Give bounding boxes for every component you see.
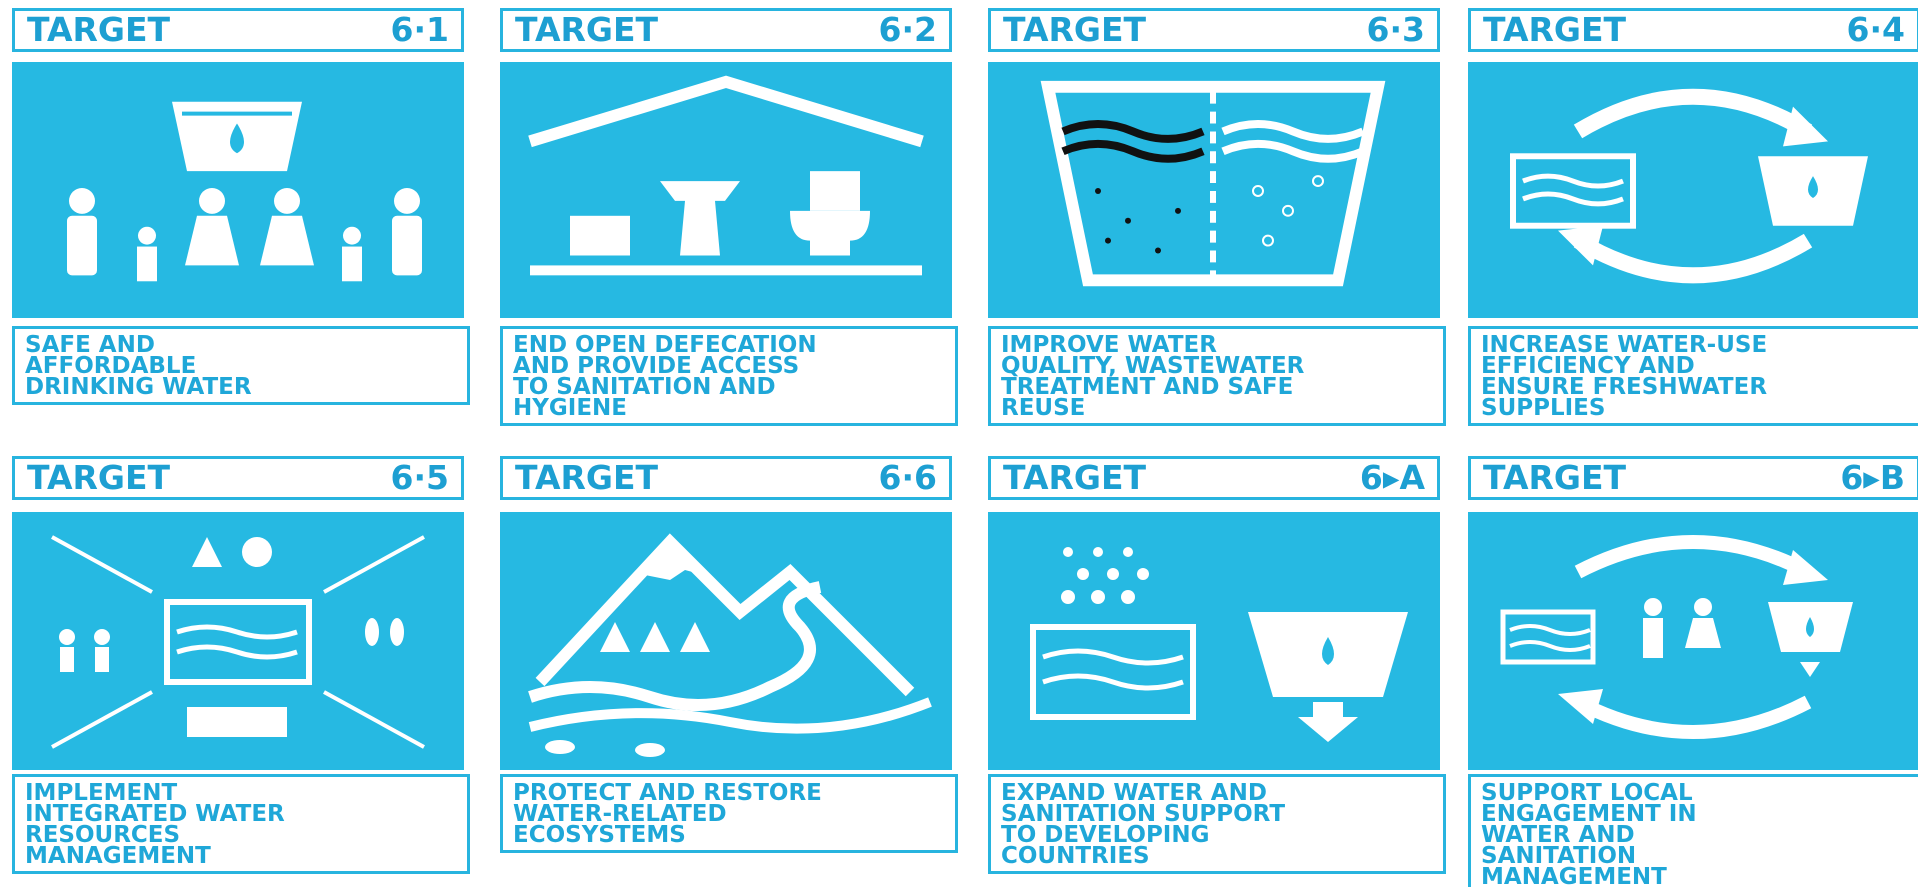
icon-graphic bbox=[500, 512, 952, 770]
target-number: 6▸A bbox=[1360, 459, 1425, 497]
target-label: TARGET bbox=[1483, 459, 1626, 497]
target-number: 6·4 bbox=[1847, 11, 1905, 49]
target-number: 6·5 bbox=[391, 459, 449, 497]
target-header: TARGET 6▸B bbox=[1468, 456, 1918, 500]
description-line: HYGIENE bbox=[513, 398, 951, 419]
target-label: TARGET bbox=[27, 11, 170, 49]
icon-graphic bbox=[500, 62, 952, 318]
target-header: TARGET 6·3 bbox=[988, 8, 1440, 52]
description-line: MANAGEMENT bbox=[1481, 867, 1918, 887]
icon-graphic bbox=[988, 512, 1440, 770]
page: SDG 6 Targets {"targets": [ {"label": "T… bbox=[0, 0, 1918, 887]
description-line: REUSE bbox=[1001, 398, 1439, 419]
target-number: 6·3 bbox=[1367, 11, 1425, 49]
icon-graphic bbox=[1468, 62, 1918, 318]
description-line: ECOSYSTEMS bbox=[513, 825, 951, 846]
target-number: 6▸B bbox=[1840, 459, 1905, 497]
target-header: TARGET 6·6 bbox=[500, 456, 952, 500]
icon-graphic bbox=[12, 62, 464, 318]
target-icon bbox=[988, 62, 1440, 318]
target-header: TARGET 6·2 bbox=[500, 8, 952, 52]
target-header: TARGET 6·4 bbox=[1468, 8, 1918, 52]
target-label: TARGET bbox=[27, 459, 170, 497]
target-number: 6·2 bbox=[879, 11, 937, 49]
description-line: MANAGEMENT bbox=[25, 846, 463, 867]
description-line: DRINKING WATER bbox=[25, 377, 463, 398]
target-icon bbox=[988, 512, 1440, 770]
target-header: TARGET 6·1 bbox=[12, 8, 464, 52]
description-line: COUNTRIES bbox=[1001, 846, 1439, 867]
target-icon bbox=[1468, 62, 1918, 318]
target-icon bbox=[500, 62, 952, 318]
target-icon bbox=[12, 62, 464, 318]
icon-graphic bbox=[988, 62, 1440, 318]
targets-grid: TARGET 6·1 SAFE ANDAFFORDABLEDRINKING WAT… bbox=[0, 0, 1918, 887]
target-header: TARGET 6·5 bbox=[12, 456, 464, 500]
body: TARGET 6·1 SAFE ANDAFFORDABLEDRINKING WAT… bbox=[0, 0, 1918, 887]
target-header: TARGET 6▸A bbox=[988, 456, 1440, 500]
target-label: TARGET bbox=[1003, 11, 1146, 49]
target-label: TARGET bbox=[1483, 11, 1626, 49]
icon-graphic bbox=[12, 512, 464, 770]
target-icon bbox=[12, 512, 464, 770]
target-icon bbox=[1468, 512, 1918, 770]
target-icon bbox=[500, 512, 952, 770]
description-line: SUPPLIES bbox=[1481, 398, 1918, 419]
target-number: 6·6 bbox=[879, 459, 937, 497]
target-label: TARGET bbox=[515, 11, 658, 49]
icon-graphic bbox=[1468, 512, 1918, 770]
target-label: TARGET bbox=[515, 459, 658, 497]
target-label: TARGET bbox=[1003, 459, 1146, 497]
target-number: 6·1 bbox=[391, 11, 449, 49]
